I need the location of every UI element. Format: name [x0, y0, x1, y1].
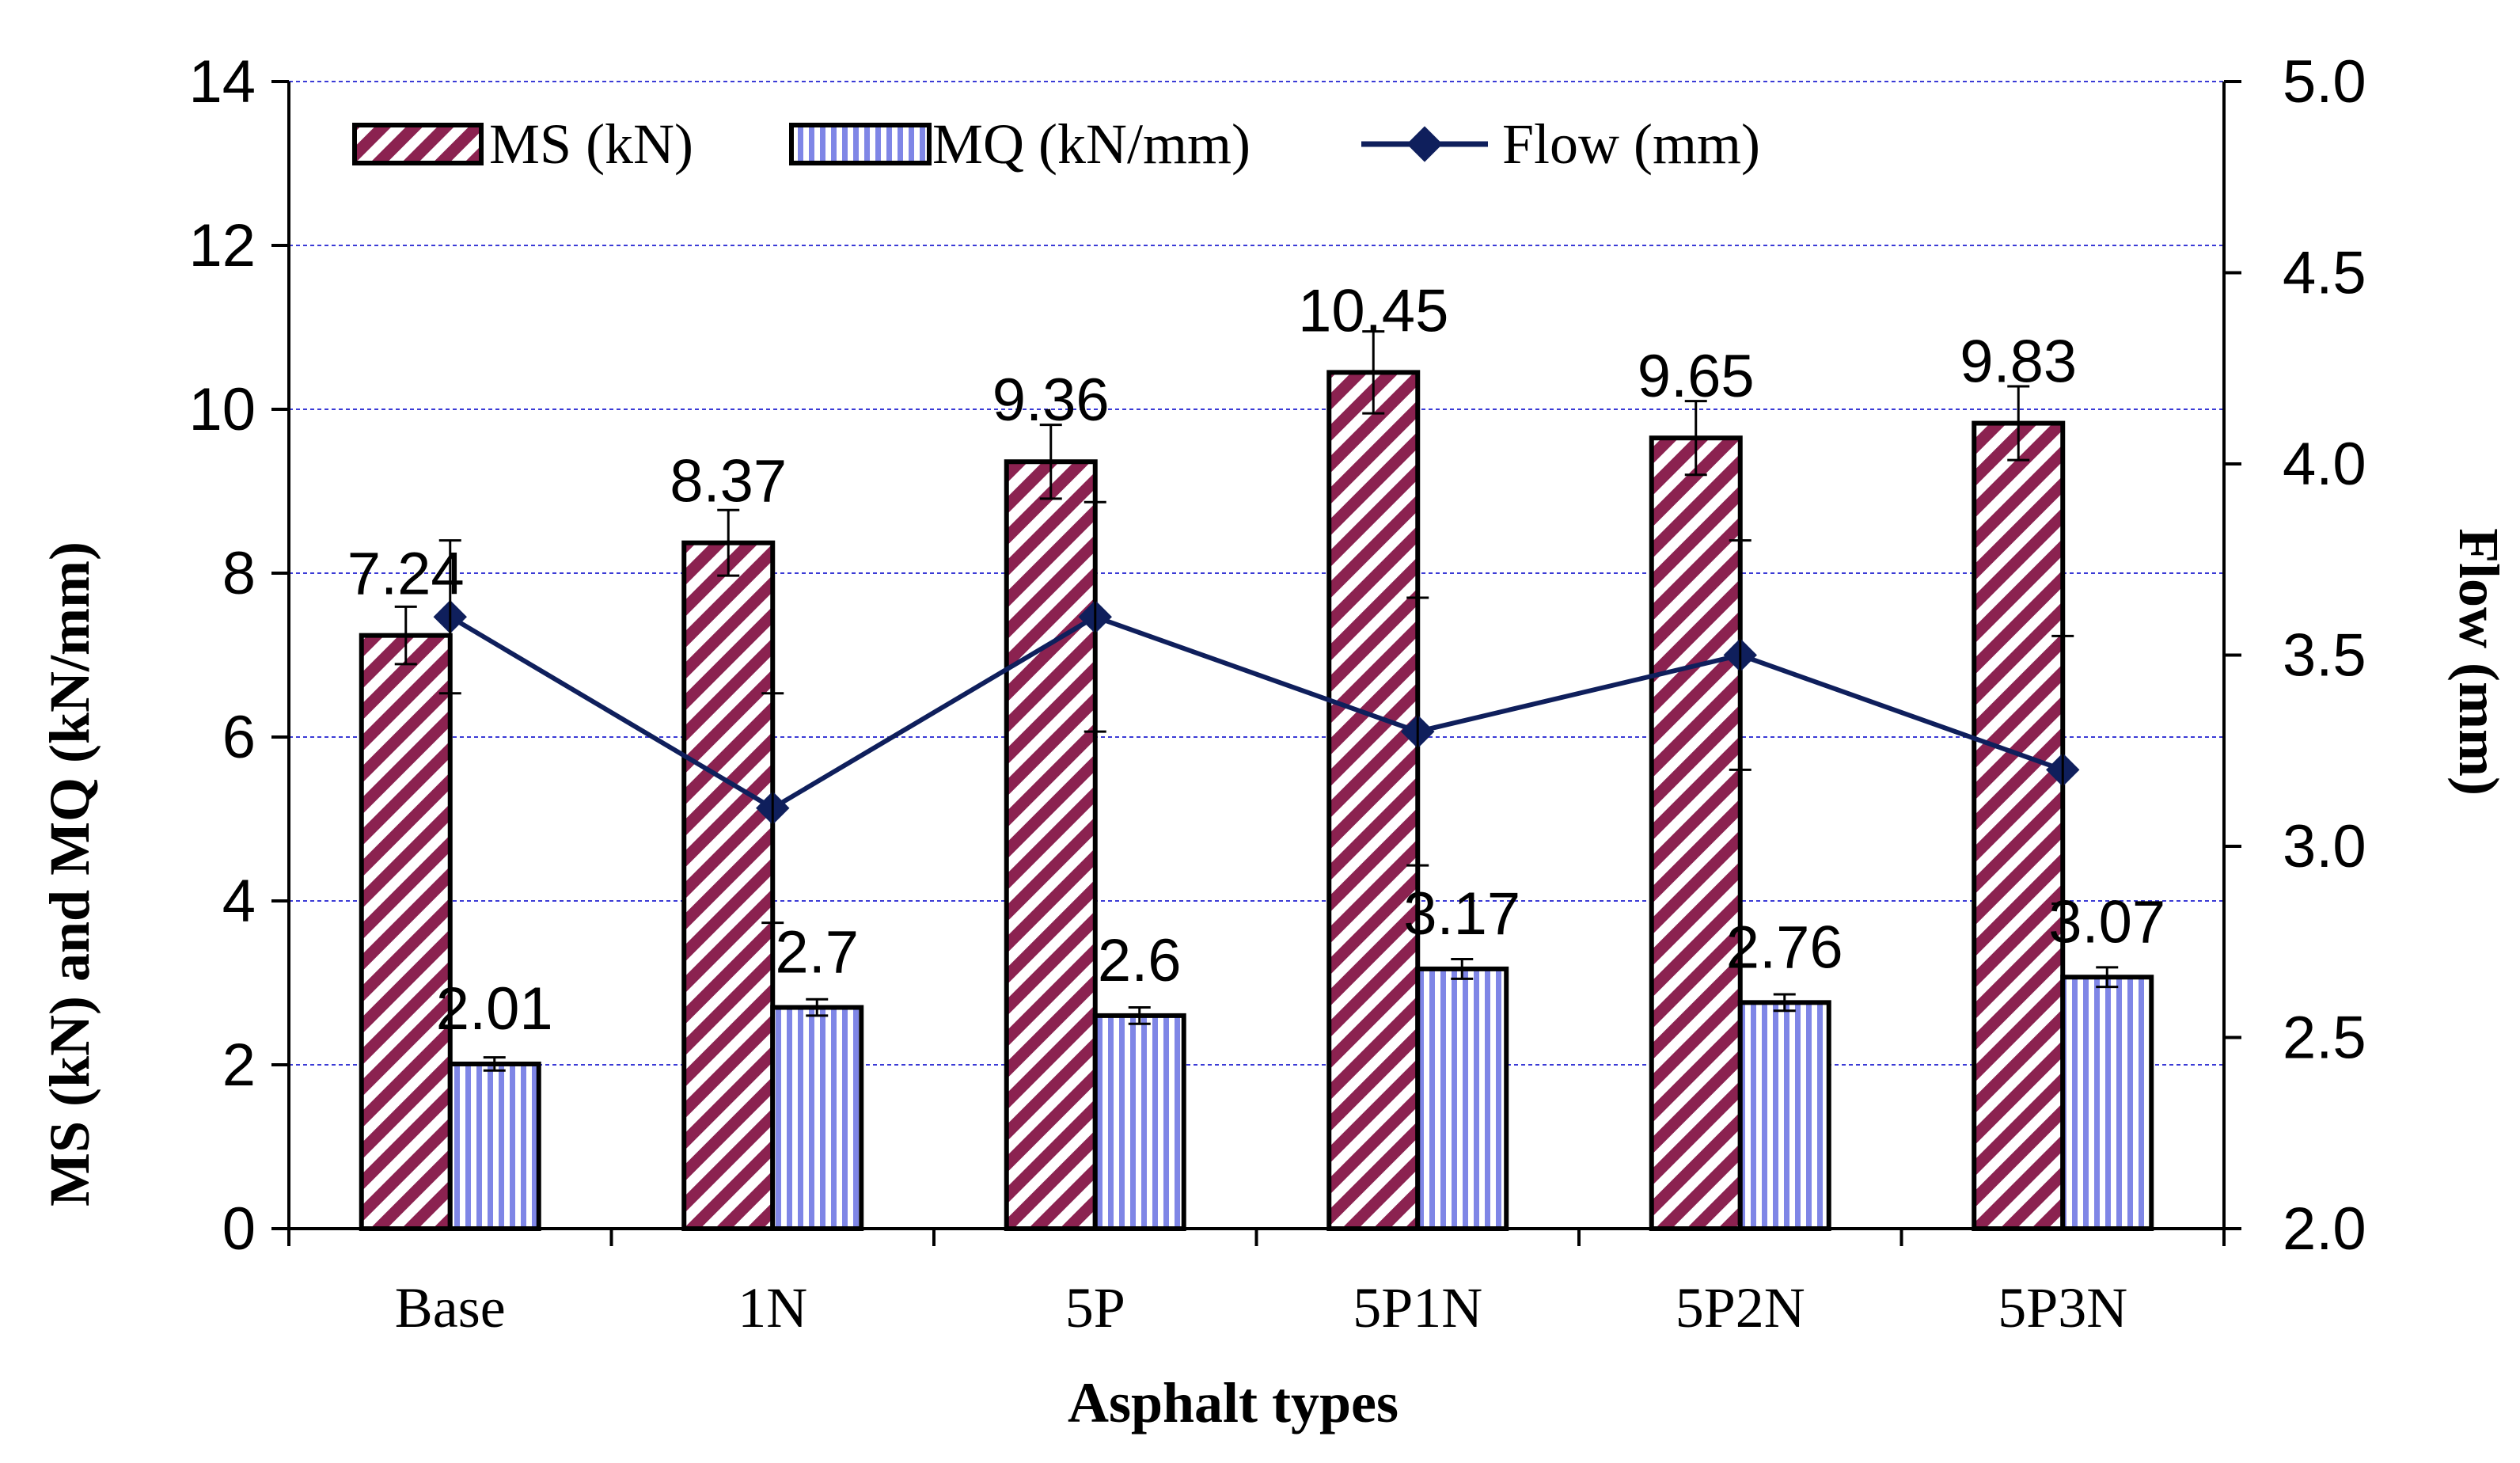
- legend-flow-label: Flow (mm): [1502, 112, 1760, 176]
- y-tick-label: 4: [222, 868, 256, 935]
- data-label-ms: 9.83: [1960, 329, 2077, 396]
- axes: 0 2 4 6 8 10 12 14 2.0 2.5 3.0 3.5 4.0 4.5 5.0 Base 1N 5P…: [188, 48, 2366, 1340]
- data-label-ms: 9.65: [1638, 343, 1755, 410]
- bar-ms: [1649, 435, 1743, 1231]
- x-tick-label: 5P3N: [1998, 1276, 2127, 1340]
- y-tick-label: 6: [222, 704, 256, 771]
- bar-ms: [681, 540, 776, 1231]
- data-label-mq: 2.76: [1726, 914, 1843, 981]
- y-tick-label: 0: [222, 1195, 256, 1263]
- data-labels: 7.24 2.01 8.37 2.7 9.36 2.6 10.45 3.17 9.65 2.76 9…: [347, 277, 2165, 1072]
- y-tick-label: 14: [188, 48, 256, 116]
- bar-mq: [2060, 975, 2154, 1231]
- y2-tick-label: 2.0: [2283, 1195, 2366, 1263]
- y2-tick-label: 3.5: [2283, 622, 2366, 690]
- x-axis-title: Asphalt types: [1068, 1371, 1399, 1434]
- grid-lines: [289, 81, 2224, 1066]
- data-label-mq: 2.6: [1098, 927, 1182, 994]
- bar-mq: [447, 1061, 541, 1231]
- x-tick-label: Base: [395, 1276, 506, 1340]
- bar-ms: [359, 633, 453, 1231]
- y2-tick-label: 3.0: [2283, 813, 2366, 880]
- y2-tick-label: 2.5: [2283, 1005, 2366, 1072]
- flow-line: [449, 614, 2064, 811]
- x-tick-label: 5P2N: [1676, 1276, 1805, 1340]
- x-tick-label: 5P: [1065, 1276, 1125, 1340]
- bar-ms: [1972, 420, 2066, 1231]
- legend-mq-label: MQ (kN/mm): [932, 112, 1251, 176]
- data-label-ms: 7.24: [347, 541, 465, 608]
- y2-axis-title: Flow (mm): [2447, 528, 2511, 796]
- data-label-mq: 2.01: [436, 975, 553, 1043]
- legend-ms-label: MS (kN): [489, 112, 693, 176]
- y2-tick-label: 4.5: [2283, 240, 2366, 307]
- legend-mq-swatch: [789, 123, 932, 165]
- legend-flow-marker: [1406, 126, 1443, 162]
- y2-tick-label: 5.0: [2283, 48, 2366, 116]
- legend: MS (kN) MQ (kN/mm) Flow (mm): [352, 112, 1760, 176]
- y-tick-label: 2: [222, 1032, 256, 1099]
- bar-mq: [1737, 1000, 1831, 1231]
- y-tick-label: 8: [222, 540, 256, 607]
- data-label-ms: 9.36: [992, 367, 1110, 434]
- data-label-mq: 3.07: [2048, 888, 2165, 956]
- bar-mq: [1092, 1013, 1186, 1232]
- x-tick-label: 1N: [738, 1276, 807, 1340]
- x-tick-label: 5P1N: [1353, 1276, 1482, 1340]
- y-tick-label: 10: [188, 376, 256, 443]
- bar-ms: [1326, 370, 1421, 1231]
- data-label-ms: 10.45: [1298, 277, 1448, 344]
- y2-tick-label: 4.0: [2283, 431, 2366, 498]
- y-axis-title: MS (kN) and MQ (kN/mm): [38, 542, 101, 1206]
- bars: [359, 370, 2154, 1232]
- y-tick-label: 12: [188, 212, 256, 279]
- data-label-mq: 2.7: [775, 919, 859, 986]
- bar-mq: [770, 1005, 864, 1232]
- flow-series: [433, 599, 2080, 825]
- data-label-mq: 3.17: [1403, 880, 1520, 948]
- legend-ms-swatch: [352, 123, 484, 165]
- bar-mq: [1415, 966, 1509, 1232]
- data-label-ms: 8.37: [670, 448, 787, 515]
- bar-ms: [1004, 459, 1098, 1231]
